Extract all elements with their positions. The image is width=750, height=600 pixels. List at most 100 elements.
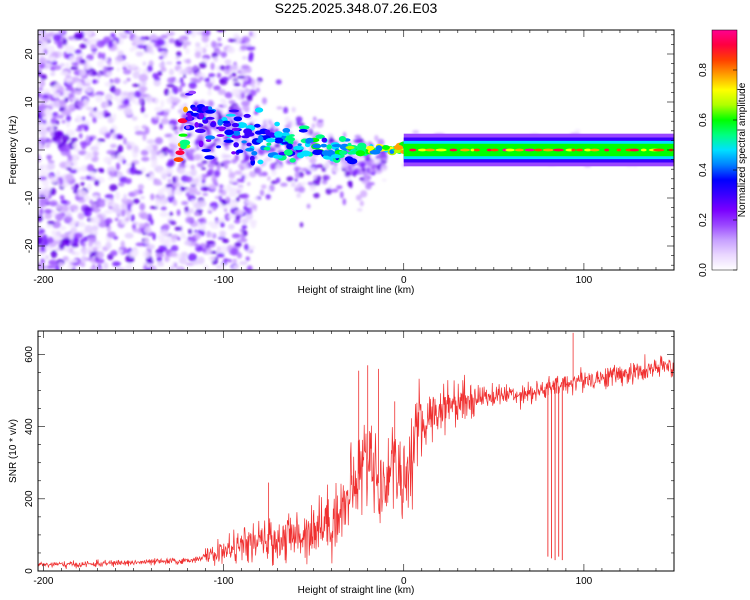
noise-blob — [574, 128, 581, 133]
noise-blob — [76, 100, 85, 108]
noise-blob — [381, 178, 387, 182]
noise-blob — [321, 179, 328, 185]
noise-blob — [274, 163, 282, 170]
noise-blob — [204, 30, 211, 37]
noise-blob — [166, 31, 175, 37]
noise-blob — [180, 251, 188, 258]
noise-blob — [275, 177, 281, 184]
noise-blob — [240, 92, 245, 99]
noise-blob — [38, 62, 46, 70]
noise-blob — [38, 67, 42, 72]
noise-blob — [214, 220, 221, 224]
noise-blob — [204, 43, 209, 48]
noise-blob — [235, 214, 240, 221]
noise-blob — [124, 232, 134, 239]
noise-blob — [38, 189, 42, 197]
noise-blob — [376, 164, 382, 171]
noise-blob — [179, 126, 183, 132]
noise-blob — [50, 250, 58, 259]
y-tick-label: 0 — [24, 568, 35, 574]
noise-blob — [187, 132, 193, 137]
noise-blob — [50, 176, 58, 183]
noise-blob — [40, 74, 47, 81]
noise-blob — [194, 51, 202, 59]
noise-blob — [84, 156, 90, 160]
noise-blob — [86, 58, 90, 66]
noise-blob — [382, 164, 388, 171]
ridge-blob — [183, 106, 188, 113]
noise-blob — [216, 252, 225, 258]
noise-blob — [231, 233, 241, 239]
noise-blob — [74, 49, 83, 55]
noise-blob — [201, 34, 210, 43]
noise-blob — [78, 133, 83, 139]
noise-blob — [240, 159, 247, 164]
noise-blob — [228, 258, 232, 263]
noise-blob — [62, 143, 71, 152]
noise-blob — [66, 167, 72, 171]
noise-blob — [65, 75, 72, 79]
noise-blob — [271, 169, 277, 176]
noise-blob — [231, 72, 237, 77]
noise-blob — [253, 197, 259, 201]
spectrogram-x-ticks: -200 -100 0 100 — [33, 30, 675, 286]
noise-blob — [236, 252, 243, 259]
noise-blob — [166, 235, 172, 243]
noise-blob — [222, 154, 232, 159]
noise-blob — [44, 254, 50, 260]
noise-blob — [85, 134, 90, 143]
noise-blob — [182, 74, 187, 78]
noise-blob — [236, 189, 241, 195]
noise-blob — [97, 60, 104, 68]
noise-blob — [128, 250, 138, 258]
noise-blob — [134, 125, 141, 130]
noise-blob — [210, 62, 215, 71]
noise-blob — [235, 209, 239, 216]
noise-blob — [158, 55, 164, 60]
noise-blob — [357, 161, 361, 167]
noise-blob — [177, 167, 186, 175]
x-tick-label: -200 — [33, 576, 53, 587]
noise-blob — [137, 183, 145, 191]
noise-blob — [110, 32, 116, 38]
noise-blob — [236, 178, 244, 183]
noise-blob — [158, 245, 168, 252]
noise-blob — [228, 168, 233, 174]
noise-blob — [227, 38, 237, 43]
noise-blob — [38, 236, 43, 245]
ridge-core — [449, 148, 458, 152]
noise-blob — [279, 160, 283, 165]
ridge-blob — [274, 137, 284, 144]
noise-blob — [40, 244, 45, 252]
noise-blob — [239, 260, 248, 266]
noise-blob — [176, 276, 182, 281]
colorbar-tick-label: 0.0 — [698, 263, 709, 277]
ridge-blob — [257, 159, 264, 165]
noise-blob — [95, 114, 104, 119]
noise-blob — [220, 222, 225, 228]
noise-blob — [110, 143, 117, 149]
noise-blob — [159, 211, 169, 218]
noise-blob — [59, 62, 65, 67]
noise-blob — [146, 260, 154, 264]
noise-blob — [59, 177, 64, 186]
noise-blob — [159, 170, 165, 175]
ridge-blob — [338, 150, 348, 155]
noise-blob — [117, 98, 122, 106]
noise-blob — [312, 116, 317, 122]
noise-blob — [332, 167, 341, 173]
noise-blob — [169, 265, 175, 270]
noise-blob — [69, 204, 78, 210]
noise-blob — [47, 236, 54, 244]
colorbar-tick-label: 0.2 — [698, 213, 709, 227]
noise-blob — [241, 64, 250, 70]
noise-blob — [132, 198, 140, 204]
noise-blob — [246, 265, 253, 270]
noise-blob — [92, 247, 98, 252]
noise-blob — [329, 137, 334, 141]
noise-blob — [65, 114, 72, 122]
y-tick-label: 400 — [24, 418, 35, 435]
noise-blob — [65, 173, 75, 182]
ridge-blob — [260, 130, 266, 134]
noise-blob — [168, 251, 178, 257]
